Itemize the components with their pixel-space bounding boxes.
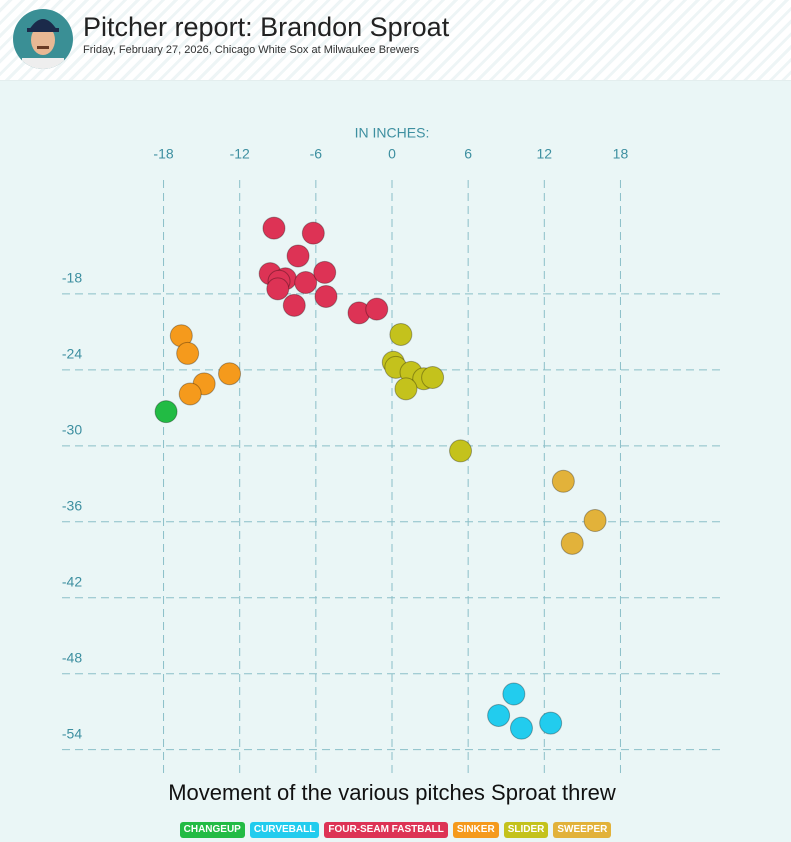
point xyxy=(421,365,445,389)
x-tick-label: 18 xyxy=(613,146,629,162)
y-tick-label: -36 xyxy=(62,498,82,514)
chart-title: Movement of the various pitches Sproat t… xyxy=(168,780,616,805)
y-tick-label: -18 xyxy=(62,270,82,286)
point xyxy=(178,382,202,406)
point xyxy=(365,297,389,321)
legend-entry: SINKER xyxy=(452,822,499,838)
y-tick-label: -24 xyxy=(62,346,82,362)
point xyxy=(266,277,290,301)
x-tick-label: -12 xyxy=(230,146,250,162)
point xyxy=(449,439,473,463)
legend: CHANGEUP CURVEBALL FOUR-SEAM FASTBALL SINKE… xyxy=(0,822,791,838)
point xyxy=(282,293,306,317)
x-axis-label: IN INCHES: xyxy=(355,125,430,141)
x-tick-label: 6 xyxy=(464,146,472,162)
point xyxy=(301,221,325,245)
legend-entry: SWEEPER xyxy=(553,822,612,838)
point xyxy=(539,711,563,735)
y-tick-label: -48 xyxy=(62,649,82,665)
point xyxy=(551,469,575,493)
avatar xyxy=(13,9,73,69)
point xyxy=(313,260,337,284)
page-title: Pitcher report: Brandon Sproat xyxy=(83,12,450,42)
point xyxy=(394,377,418,401)
x-tick-label: 12 xyxy=(537,146,553,162)
point xyxy=(176,341,200,365)
page-subtitle: Friday, February 27, 2026, Chicago White… xyxy=(83,44,420,56)
point xyxy=(560,531,584,555)
legend-entry: CURVEBALL xyxy=(249,822,320,838)
y-tick-label: -54 xyxy=(62,725,82,741)
header: Pitcher report: Brandon Sproat Friday, F… xyxy=(0,0,791,81)
y-tick-label: -42 xyxy=(62,573,82,589)
point xyxy=(154,400,178,424)
y-tick-label: -30 xyxy=(62,422,82,438)
point xyxy=(509,716,533,740)
x-tick-label: -18 xyxy=(153,146,173,162)
point xyxy=(286,244,310,268)
legend-entry: FOUR-SEAM FASTBALL xyxy=(324,822,448,838)
point xyxy=(502,682,526,706)
point xyxy=(487,704,511,727)
point xyxy=(314,284,338,308)
legend-entry: CHANGEUP xyxy=(179,822,245,838)
chart: IN INCHES: Movement of the various pitch… xyxy=(62,125,722,805)
x-tick-label: 0 xyxy=(388,146,396,162)
point xyxy=(583,509,607,533)
point xyxy=(262,216,286,240)
point xyxy=(218,362,242,386)
point xyxy=(294,271,318,295)
x-tick-label: -6 xyxy=(310,146,323,162)
legend-entry: SLIDER xyxy=(503,822,549,838)
point xyxy=(389,322,413,346)
